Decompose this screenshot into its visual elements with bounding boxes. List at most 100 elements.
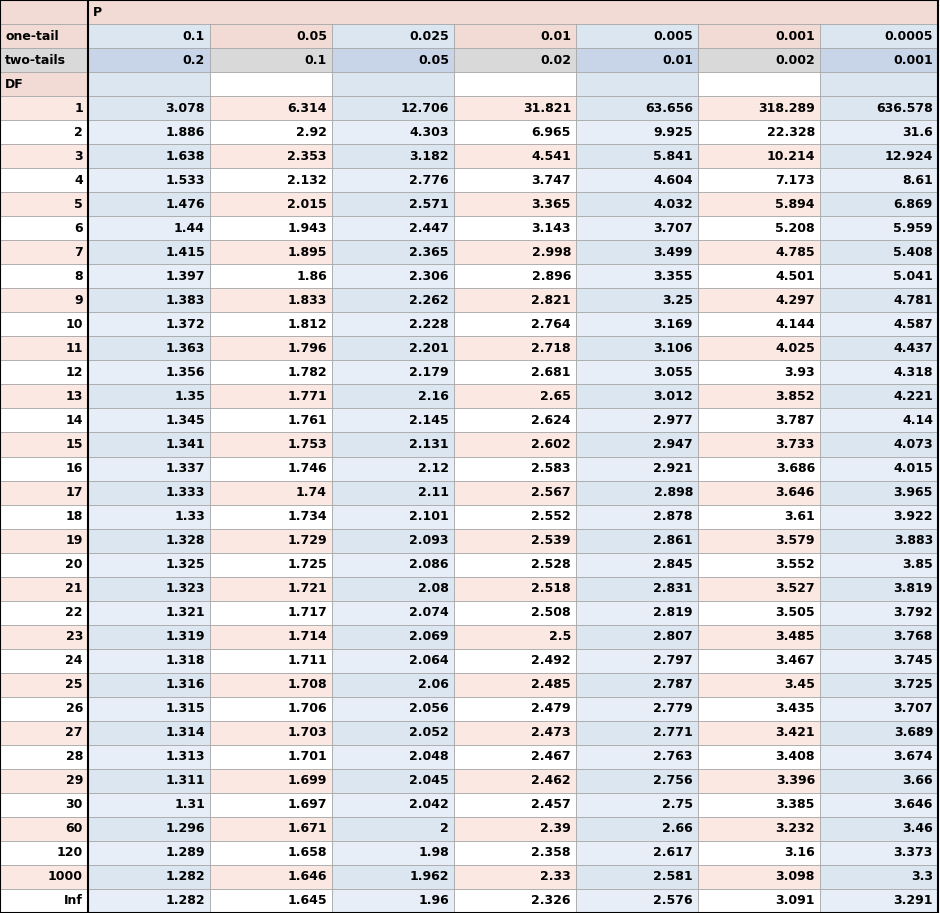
Text: 2.861: 2.861 — [653, 534, 693, 547]
Bar — [820, 505, 938, 529]
Bar — [210, 289, 332, 312]
Text: 3.66: 3.66 — [902, 774, 933, 787]
Text: 2.086: 2.086 — [410, 558, 449, 572]
Text: 1.533: 1.533 — [165, 173, 205, 186]
Bar — [820, 96, 938, 121]
Text: 25: 25 — [66, 678, 83, 691]
Bar — [332, 193, 454, 216]
Bar — [454, 312, 576, 336]
Text: 4.501: 4.501 — [776, 270, 815, 283]
Text: 2.518: 2.518 — [531, 582, 571, 595]
Text: 2: 2 — [74, 126, 83, 139]
Text: 2.539: 2.539 — [531, 534, 571, 547]
Bar — [210, 817, 332, 841]
Text: 1.363: 1.363 — [165, 341, 205, 355]
Text: 2.069: 2.069 — [410, 630, 449, 643]
Bar — [698, 841, 820, 865]
Text: 9.925: 9.925 — [653, 126, 693, 139]
Bar — [698, 96, 820, 121]
Text: 2.581: 2.581 — [653, 870, 693, 884]
Text: 2.479: 2.479 — [531, 702, 571, 715]
Text: 3.768: 3.768 — [894, 630, 933, 643]
Bar — [454, 769, 576, 792]
Text: 3.85: 3.85 — [902, 558, 933, 572]
Text: 1.323: 1.323 — [165, 582, 205, 595]
Text: 3.396: 3.396 — [776, 774, 815, 787]
Text: 0.001: 0.001 — [893, 54, 933, 67]
Text: 20: 20 — [66, 558, 83, 572]
Bar — [0, 121, 88, 144]
Bar — [332, 168, 454, 193]
Text: 3.725: 3.725 — [893, 678, 933, 691]
Text: 2.845: 2.845 — [653, 558, 693, 572]
Bar — [0, 289, 88, 312]
Text: 1.397: 1.397 — [165, 270, 205, 283]
Bar — [88, 24, 210, 48]
Bar — [576, 649, 698, 673]
Text: 0.0005: 0.0005 — [885, 29, 933, 43]
Bar — [454, 361, 576, 384]
Text: 1.313: 1.313 — [165, 750, 205, 763]
Bar — [88, 72, 210, 96]
Bar — [454, 336, 576, 361]
Bar — [454, 697, 576, 720]
Text: 1.314: 1.314 — [165, 727, 205, 740]
Bar — [210, 601, 332, 624]
Text: 1.86: 1.86 — [296, 270, 327, 283]
Text: 4.073: 4.073 — [893, 438, 933, 451]
Text: 3.3: 3.3 — [911, 870, 933, 884]
Bar — [0, 624, 88, 649]
Text: 2.131: 2.131 — [410, 438, 449, 451]
Text: 4.032: 4.032 — [653, 198, 693, 211]
Bar — [576, 168, 698, 193]
Text: 1.962: 1.962 — [410, 870, 449, 884]
Bar — [454, 480, 576, 505]
Text: 3.93: 3.93 — [784, 366, 815, 379]
Text: 2.764: 2.764 — [531, 318, 571, 331]
Text: 2.228: 2.228 — [410, 318, 449, 331]
Bar — [698, 529, 820, 552]
Text: 63.656: 63.656 — [645, 101, 693, 115]
Text: 2.528: 2.528 — [531, 558, 571, 572]
Text: 3.385: 3.385 — [776, 798, 815, 812]
Text: 3.646: 3.646 — [894, 798, 933, 812]
Text: 2.617: 2.617 — [653, 846, 693, 859]
Text: 21: 21 — [66, 582, 83, 595]
Bar — [454, 601, 576, 624]
Text: 14: 14 — [66, 414, 83, 427]
Text: 2.779: 2.779 — [653, 702, 693, 715]
Bar — [332, 601, 454, 624]
Text: 2.145: 2.145 — [409, 414, 449, 427]
Text: 318.289: 318.289 — [759, 101, 815, 115]
Bar — [332, 264, 454, 289]
Text: 1.699: 1.699 — [288, 774, 327, 787]
Bar — [332, 720, 454, 745]
Text: 2.718: 2.718 — [531, 341, 571, 355]
Text: 4.781: 4.781 — [893, 294, 933, 307]
Bar — [576, 48, 698, 72]
Bar — [0, 601, 88, 624]
Bar — [210, 529, 332, 552]
Bar — [332, 121, 454, 144]
Text: 1.333: 1.333 — [165, 486, 205, 499]
Bar — [88, 745, 210, 769]
Text: 4.541: 4.541 — [531, 150, 571, 163]
Text: 2.12: 2.12 — [418, 462, 449, 475]
Text: 1.372: 1.372 — [165, 318, 205, 331]
Bar — [0, 433, 88, 456]
Bar — [88, 529, 210, 552]
Text: 1.895: 1.895 — [288, 246, 327, 258]
Bar — [698, 48, 820, 72]
Text: 1.383: 1.383 — [165, 294, 205, 307]
Text: 1.706: 1.706 — [288, 702, 327, 715]
Text: 1.337: 1.337 — [165, 462, 205, 475]
Bar — [0, 240, 88, 264]
Bar — [332, 505, 454, 529]
Bar — [820, 121, 938, 144]
Bar — [820, 433, 938, 456]
Text: 16: 16 — [66, 462, 83, 475]
Text: 3.078: 3.078 — [165, 101, 205, 115]
Text: 6.314: 6.314 — [288, 101, 327, 115]
Bar — [698, 601, 820, 624]
Text: 8: 8 — [74, 270, 83, 283]
